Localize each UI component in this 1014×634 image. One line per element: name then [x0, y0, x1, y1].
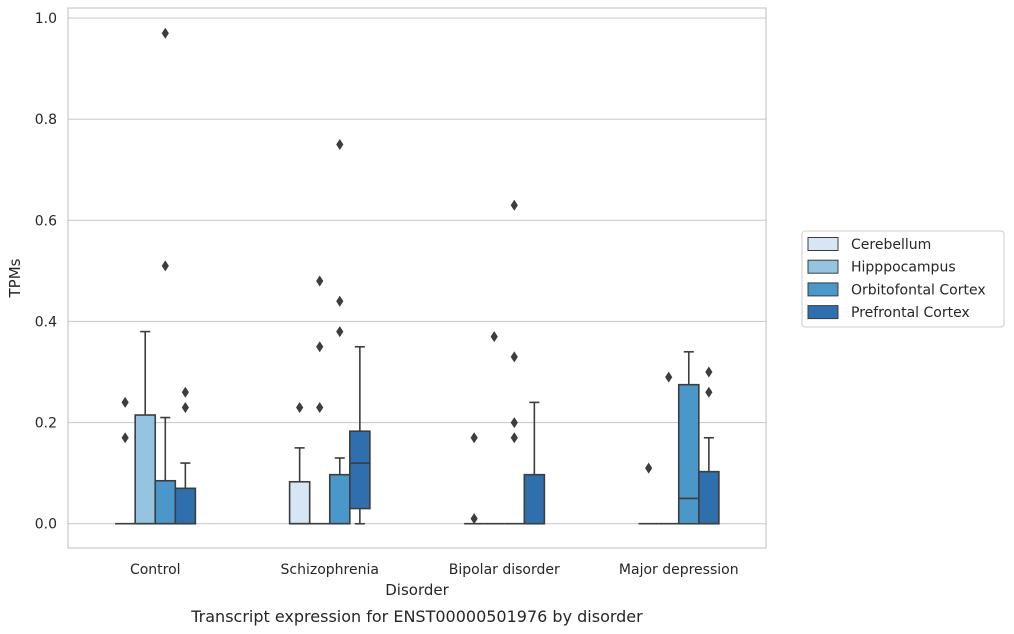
box — [174, 487, 197, 525]
box-group — [464, 199, 546, 525]
legend-label: Prefrontal Cortex — [851, 305, 970, 321]
outlier-point — [336, 295, 344, 307]
chart-title: Transcript expression for ENST0000050197… — [190, 607, 643, 626]
y-tick-labels: 0.0 0.2 0.4 0.6 0.8 1.0 — [35, 11, 57, 533]
legend-label: Hipppocampus — [851, 260, 956, 276]
box — [523, 473, 546, 525]
outlier-point — [181, 386, 189, 398]
outlier-point — [316, 275, 324, 287]
y-tick-label: 0.4 — [35, 314, 57, 330]
y-tick-label: 1.0 — [35, 11, 57, 27]
legend-label: Cerebellum — [851, 237, 931, 253]
x-tick-label: Bipolar disorder — [449, 562, 560, 578]
x-tick-labels: Control Schizophrenia Bipolar disorder Majo… — [130, 562, 739, 578]
outlier-point — [645, 462, 653, 474]
x-tick-label: Control — [130, 562, 181, 578]
outlier-point — [470, 432, 478, 444]
outlier-point — [121, 432, 129, 444]
outlier-point — [336, 139, 344, 151]
x-tick-label: Major depression — [619, 562, 739, 578]
box-group — [115, 27, 197, 525]
outlier-point — [705, 366, 713, 378]
outlier-point — [316, 341, 324, 353]
y-tick-label: 0.0 — [35, 517, 57, 533]
box-groups — [115, 27, 720, 525]
box — [154, 479, 177, 525]
outlier-point — [296, 401, 304, 413]
outlier-point — [510, 199, 518, 211]
outlier-point — [121, 396, 129, 408]
y-tick-label: 0.6 — [35, 213, 57, 229]
y-tick-label: 0.2 — [35, 416, 57, 432]
outlier-point — [161, 27, 169, 39]
outlier-point — [510, 432, 518, 444]
outlier-point — [336, 326, 344, 338]
legend-label: Orbitofontal Cortex — [851, 282, 986, 298]
box — [698, 470, 720, 525]
box — [677, 383, 700, 525]
outlier-point — [490, 331, 498, 343]
box — [288, 480, 311, 525]
legend: Cerebellum Hipppocampus Orbitofontal Corte… — [801, 230, 1005, 328]
box — [134, 414, 157, 525]
legend-swatch — [807, 259, 839, 274]
outlier-point — [161, 260, 169, 272]
y-axis-label: TPMs — [6, 258, 24, 298]
outlier-point — [316, 401, 324, 413]
legend-frame — [801, 230, 1005, 328]
x-axis-label: Disorder — [385, 581, 449, 599]
outlier-point — [181, 401, 189, 413]
outlier-point — [705, 386, 713, 398]
y-tick-label: 0.8 — [35, 112, 57, 128]
box — [349, 430, 371, 510]
legend-swatch — [807, 305, 839, 320]
box — [328, 473, 351, 525]
outlier-point — [665, 371, 673, 383]
box-group — [288, 139, 371, 525]
plot-area — [67, 7, 767, 549]
box-group — [638, 351, 720, 525]
outlier-point — [510, 417, 518, 429]
legend-swatch — [807, 237, 839, 251]
outlier-point — [510, 351, 518, 363]
legend-swatch — [807, 282, 839, 297]
x-tick-label: Schizophrenia — [281, 562, 379, 578]
outlier-point — [470, 513, 478, 525]
